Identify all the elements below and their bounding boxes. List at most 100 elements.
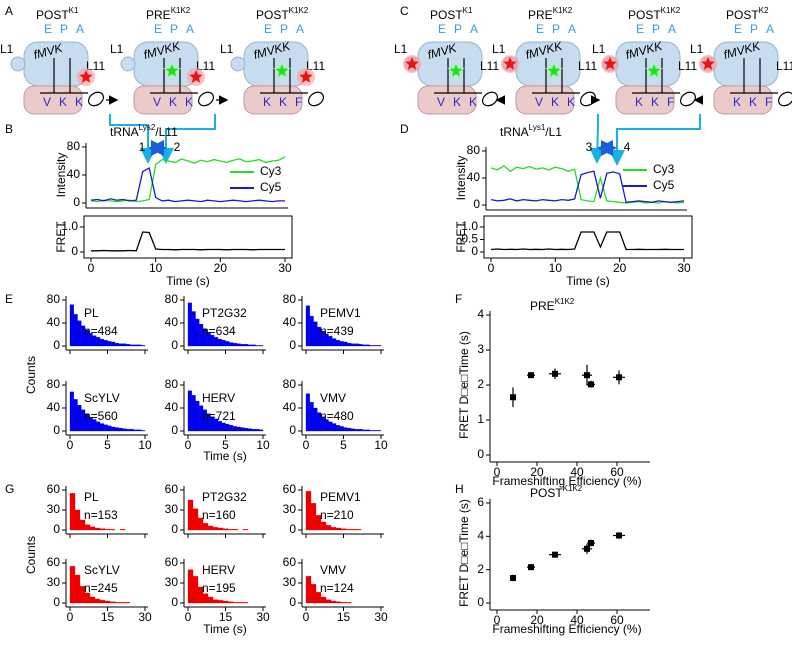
x-tick-label: 0 [67,610,74,624]
bar [94,527,101,531]
panel-label: B [5,122,13,136]
bar [365,429,370,432]
l1-label: L1 [492,42,506,56]
l1-stalk [120,56,136,72]
bar [222,528,229,531]
y-tick-label: 40 [165,315,179,329]
bar [77,404,82,432]
site-label: A [296,22,304,36]
y-tick-label: 60 [47,555,61,569]
trace [490,231,684,251]
trace [90,156,286,203]
bar [73,399,78,432]
bar [96,421,101,432]
bar [99,423,104,432]
bar [99,528,106,531]
bar [89,596,96,604]
sample-name: PT2G32 [202,490,247,504]
codon: K [567,95,575,109]
y-axis-label: FRET D□e□Time (s) [457,331,471,439]
bar [104,529,111,531]
sample-name: ScYLV [84,563,120,577]
bar [107,425,112,432]
bar [330,527,337,531]
mrna-pseudoknot [481,91,499,107]
superscript: Lys1 [529,123,546,132]
small-subunit [515,85,575,115]
cy5-dye [603,57,617,70]
site-label: P [170,22,178,36]
bar [129,344,134,347]
point [588,540,594,546]
bar [187,390,192,432]
codon: K [635,95,643,109]
x-tick-label: 10 [149,261,163,275]
y-tick-label: 1.0 [61,219,78,233]
codon: V [153,95,161,109]
l1-stalk [10,56,26,72]
state-title: POSTK1K2 [628,6,681,22]
x-axis-label: Time (s) [203,622,247,636]
bar [310,503,317,531]
y-tick-label: 1.0 [461,219,478,233]
bar [109,601,116,604]
l11-label: L11 [678,59,697,73]
x-tick-label: 0 [185,438,192,452]
codon: K [733,95,741,109]
text-part: tRNA [500,125,529,139]
bar [339,426,344,432]
bar [373,345,378,347]
bar [118,343,123,347]
text-part: POST [530,486,563,500]
bar [358,344,363,347]
bar [217,600,224,604]
sample-count: n=560 [84,409,118,423]
x-tick-label: 5 [222,438,229,452]
x-axis-label: Time (s) [566,274,610,288]
bar [365,344,370,347]
mrna-pseudoknot [679,91,697,107]
point [616,532,622,539]
bar [77,320,82,347]
y-tick-label: 0 [71,244,78,258]
chart-title: tRNALys1/L1 [500,123,562,139]
cy5-dye [701,57,715,70]
bar [369,430,374,432]
x-tick-label: 20 [214,261,228,275]
x-axis-label: Frameshifting Efficiency (%) [492,474,641,488]
bar [187,302,192,347]
bar [347,342,352,347]
bar [335,425,340,432]
site-label: E [734,22,742,36]
bar [335,527,342,531]
text-part: /L11 [155,125,178,139]
text-part: POST [256,8,289,22]
bar [111,426,116,432]
bar [244,344,249,347]
y-tick-label: 30 [47,575,61,589]
point [588,381,594,388]
codon: K [279,95,287,109]
y-tick-label: 0 [471,244,478,258]
mrna-pseudoknot [197,91,215,107]
bar [222,600,229,604]
site-label: E [636,22,644,36]
x-tick-label: 5 [340,438,347,452]
point [552,551,558,558]
y-tick-label: 60 [283,555,297,569]
cy3-dye [645,61,663,79]
site-label: A [186,22,194,36]
bar [103,424,108,432]
bar [104,600,111,604]
l1-stalk [230,56,246,72]
bar [195,318,200,347]
cy3-dye [545,61,563,79]
text-part: POST [430,8,463,22]
bar [369,345,374,347]
x-tick-label: 30 [374,610,388,624]
x-tick-label: 10 [138,438,152,452]
site-label: P [454,22,462,36]
state-title: PREK1K2 [146,6,191,22]
sample-name: PEMV1 [320,490,361,504]
y-axis-label: Counts [24,356,38,394]
